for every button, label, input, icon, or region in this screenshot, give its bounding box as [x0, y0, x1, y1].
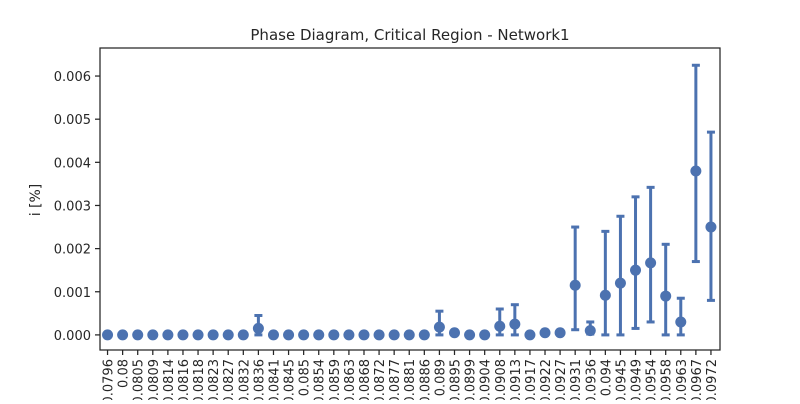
data-point	[267, 329, 279, 341]
data-point	[328, 329, 340, 341]
x-tick-label: 0.0796	[102, 359, 117, 400]
data-point	[614, 277, 626, 289]
data-point	[705, 221, 717, 233]
x-tick-label: 0.0818	[192, 359, 207, 400]
data-point	[313, 329, 325, 341]
data-point	[207, 329, 219, 341]
data-point	[464, 329, 476, 341]
x-tick-label: 0.0904	[479, 359, 494, 400]
x-tick-label: 0.0963	[675, 359, 690, 400]
x-tick-label: 0.0949	[630, 359, 645, 400]
x-tick-label: 0.089	[433, 359, 448, 396]
data-point	[690, 165, 702, 177]
data-point	[132, 329, 144, 341]
x-tick-label: 0.0845	[283, 359, 298, 400]
data-point	[222, 329, 234, 341]
data-point	[433, 321, 445, 333]
data-point	[147, 329, 159, 341]
plot-area: 0.000 0.001 0.002 0.003 0.004 0.005 0.006 0.079…	[54, 63, 720, 404]
x-tick-label: 0.0872	[373, 359, 388, 400]
chart-title: Phase Diagram, Critical Region - Network…	[250, 26, 569, 44]
x-tick-label: 0.0854	[313, 359, 328, 400]
data-point	[403, 329, 415, 341]
x-tick-label: 0.0841	[267, 359, 282, 400]
y-tick-label: 0.006	[54, 70, 91, 85]
data-point	[449, 327, 461, 339]
x-tick-label: 0.0805	[132, 359, 147, 400]
x-tick-label: 0.0814	[162, 359, 177, 400]
data-point	[660, 290, 672, 302]
x-tick-label: 0.08	[117, 359, 132, 388]
data-point	[162, 329, 174, 341]
data-point	[479, 329, 491, 341]
x-tick-label: 0.0967	[690, 359, 705, 400]
x-tick-label: 0.0936	[584, 359, 599, 400]
x-tick-label: 0.0886	[418, 359, 433, 400]
x-tick-label: 0.0863	[343, 359, 358, 400]
data-point	[584, 325, 596, 337]
data-point	[599, 289, 611, 301]
data-point	[494, 320, 506, 332]
y-tick-label: 0.001	[54, 286, 91, 301]
x-tick-label: 0.0913	[509, 359, 524, 400]
data-point	[539, 327, 551, 339]
data-point	[524, 329, 536, 341]
x-tick-label: 0.0809	[147, 359, 162, 400]
x-tick-label: 0.0881	[403, 359, 418, 400]
data-point	[177, 329, 189, 341]
x-tick-label: 0.0816	[177, 359, 192, 400]
data-point	[418, 329, 430, 341]
data-point	[343, 329, 355, 341]
x-tick-label: 0.085	[298, 359, 313, 396]
x-tick-label: 0.0827	[222, 359, 237, 400]
data-point	[252, 322, 264, 334]
data-point	[117, 329, 129, 341]
x-tick-label: 0.0972	[705, 359, 720, 400]
x-tick-label: 0.0922	[539, 359, 554, 400]
x-tick-label: 0.0954	[645, 359, 660, 400]
data-point	[237, 329, 249, 341]
x-tick-label: 0.0945	[614, 359, 629, 400]
data-point	[675, 316, 687, 328]
data-point	[192, 329, 204, 341]
data-point	[283, 329, 295, 341]
x-tick-label: 0.0958	[660, 359, 675, 400]
x-tick-label: 0.094	[599, 359, 614, 396]
y-tick-label: 0.000	[54, 329, 91, 344]
data-point	[554, 327, 566, 339]
data-point	[298, 329, 310, 341]
y-tick-label: 0.002	[54, 243, 91, 258]
x-tick-label: 0.0927	[554, 359, 569, 400]
x-tick-label: 0.0908	[494, 359, 509, 400]
y-tick-label: 0.004	[54, 156, 91, 171]
y-axis-label: i [%]	[28, 184, 44, 217]
data-point	[388, 329, 400, 341]
y-tick-label: 0.005	[54, 113, 91, 128]
data-point	[509, 318, 521, 330]
x-tick-label: 0.0823	[207, 359, 222, 400]
data-point	[358, 329, 370, 341]
x-tick-label: 0.0832	[237, 359, 252, 400]
data-point	[569, 279, 581, 291]
x-tick-label: 0.0868	[358, 359, 373, 400]
data-point	[645, 257, 657, 269]
data-point	[373, 329, 385, 341]
x-tick-label: 0.0859	[328, 359, 343, 400]
data-point	[630, 264, 642, 276]
x-tick-label: 0.0836	[252, 359, 267, 400]
plot-frame	[99, 47, 721, 351]
x-tick-label: 0.0917	[524, 359, 539, 400]
data-point	[102, 329, 114, 341]
x-tick-label: 0.0899	[464, 359, 479, 400]
x-tick-label: 0.0931	[569, 359, 584, 400]
x-tick-label: 0.0895	[449, 359, 464, 400]
x-tick-label: 0.0877	[388, 359, 403, 400]
y-tick-label: 0.003	[54, 199, 91, 214]
